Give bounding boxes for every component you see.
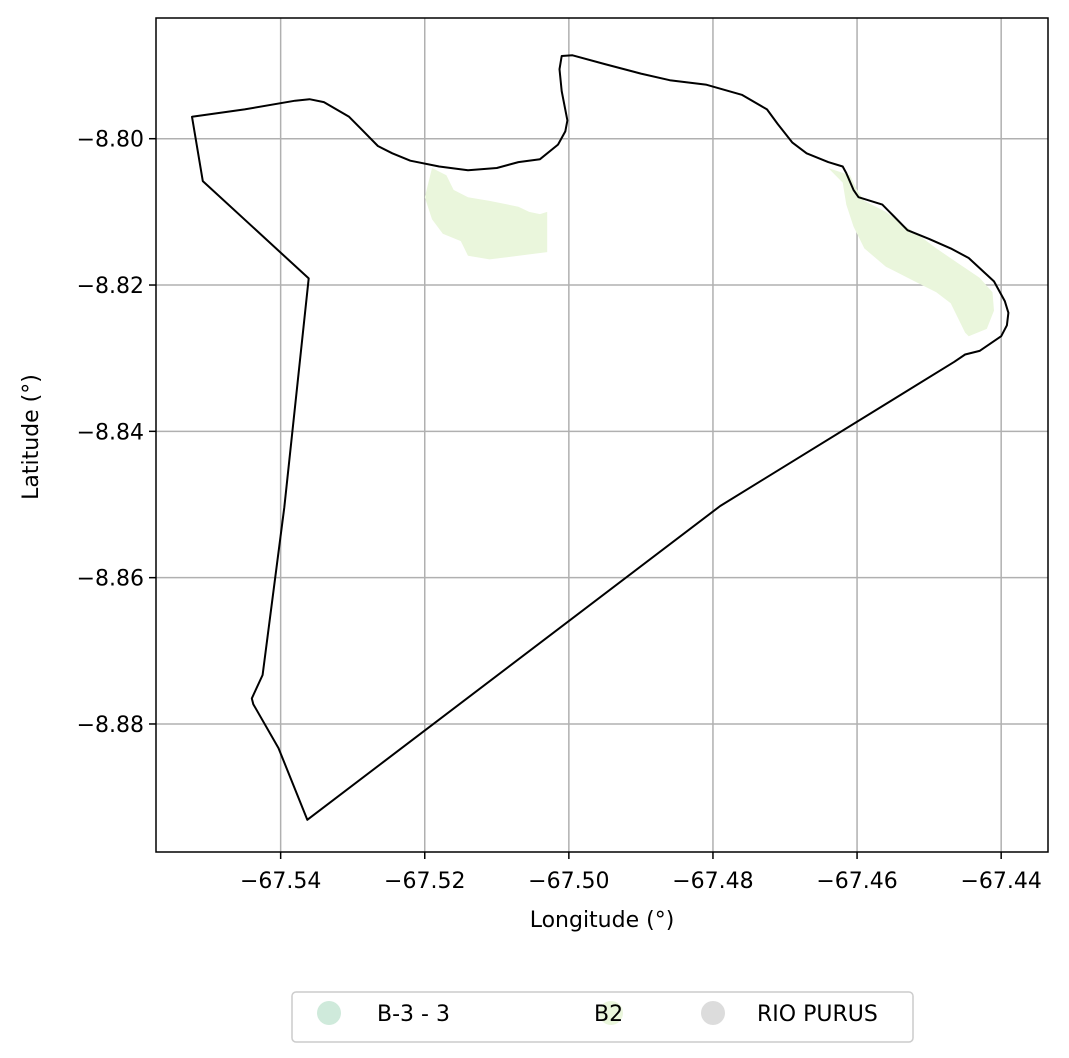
x-tick-label: −67.50 (528, 869, 609, 894)
legend-marker (599, 1001, 623, 1025)
legend-marker (701, 1001, 725, 1025)
y-tick-label: −8.84 (77, 420, 144, 445)
grid-lines (156, 18, 1048, 852)
x-tick-label: −67.46 (816, 869, 897, 894)
area-polygon-b2 (424, 168, 548, 260)
y-tick-label: −8.82 (77, 274, 144, 299)
legend: B-3 - 3 B2 RIO PURUS (291, 991, 914, 1043)
x-tick-label: −67.52 (384, 869, 465, 894)
y-tick-label: −8.80 (77, 128, 144, 153)
y-tick-label: −8.86 (77, 567, 144, 592)
x-tick-label: −67.48 (672, 869, 753, 894)
y-axis-title: Latitude (°) (19, 374, 44, 500)
land-areas (424, 168, 994, 337)
x-axis-ticks: −67.54 −67.52 −67.50 −67.48 −67.46 −67.44 (240, 852, 1042, 894)
legend-label: B2 (594, 1002, 623, 1027)
y-axis-ticks: −8.80 −8.82 −8.84 −8.86 −8.88 (77, 128, 156, 738)
boundary (191, 54, 1010, 821)
x-tick-label: −67.54 (240, 869, 321, 894)
plot-frame (155, 17, 1049, 853)
legend-marker (317, 1001, 341, 1025)
legend-label: RIO PURUS (757, 1002, 878, 1027)
x-tick-label: −67.44 (960, 869, 1041, 894)
y-tick-label: −8.88 (77, 713, 144, 738)
boundary-line (191, 54, 1010, 821)
legend-label: B-3 - 3 (377, 1002, 450, 1027)
x-axis-title: Longitude (°) (530, 908, 675, 933)
area-polygon-b2 (828, 168, 994, 337)
